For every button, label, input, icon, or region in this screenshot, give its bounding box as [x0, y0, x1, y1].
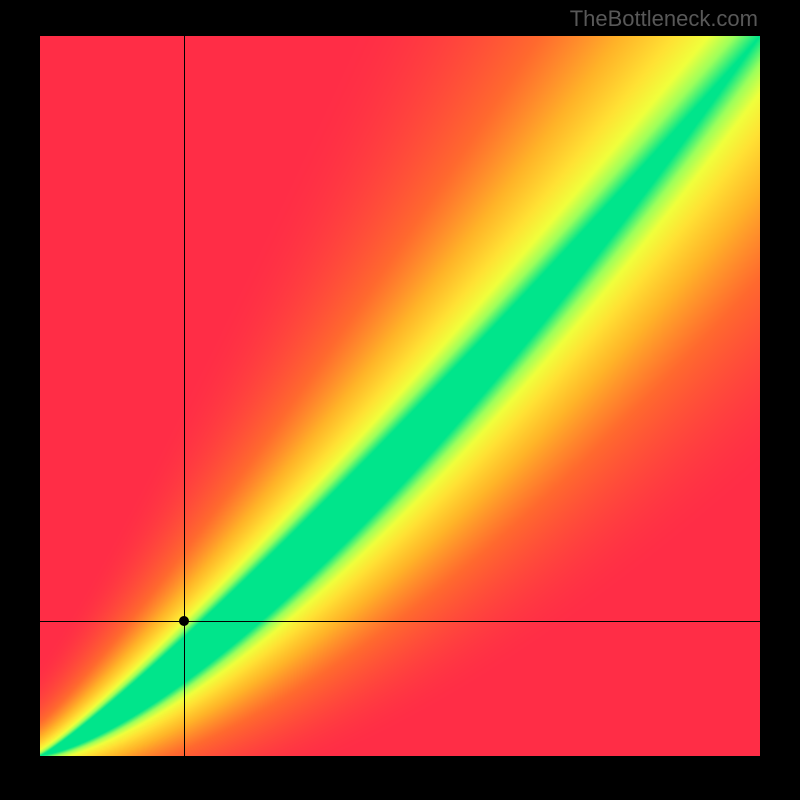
crosshair-horizontal	[40, 621, 760, 622]
watermark-text: TheBottleneck.com	[570, 6, 758, 32]
heatmap-canvas	[40, 36, 760, 756]
crosshair-vertical	[184, 36, 185, 756]
heatmap-plot	[40, 36, 760, 756]
selection-marker	[179, 616, 189, 626]
